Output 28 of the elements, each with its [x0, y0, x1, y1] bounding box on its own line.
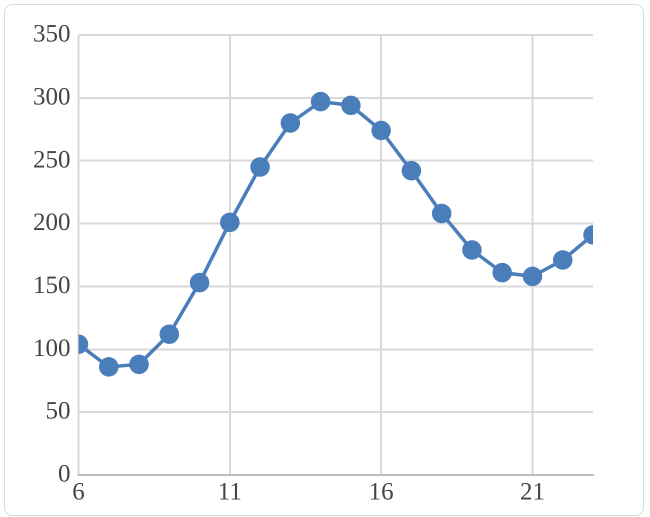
point	[402, 161, 422, 181]
point	[99, 357, 119, 377]
point	[310, 92, 330, 112]
point	[190, 272, 210, 292]
point	[462, 240, 482, 260]
point	[432, 204, 452, 224]
point	[160, 324, 180, 344]
point	[250, 157, 270, 177]
x-tick-label: 21	[520, 478, 545, 506]
point	[371, 120, 391, 140]
y-tick-label: 250	[33, 146, 70, 174]
y-tick-label: 200	[33, 209, 70, 236]
point	[341, 96, 361, 116]
y-tick-label: 300	[33, 83, 70, 110]
y-tick-label: 150	[33, 272, 70, 299]
y-tick-label: 50	[46, 398, 70, 425]
y-tick-label: 0	[58, 460, 70, 488]
x-tick-label: 6	[72, 478, 85, 506]
point	[522, 266, 542, 286]
point	[280, 113, 300, 133]
point	[552, 250, 572, 270]
point	[129, 354, 149, 374]
x-tick-label: 16	[368, 478, 394, 506]
point	[220, 212, 240, 232]
point	[492, 262, 512, 282]
y-tick-label: 100	[33, 334, 70, 362]
y-tick-label: 350	[33, 20, 70, 48]
x-tick-label: 11	[218, 478, 242, 506]
